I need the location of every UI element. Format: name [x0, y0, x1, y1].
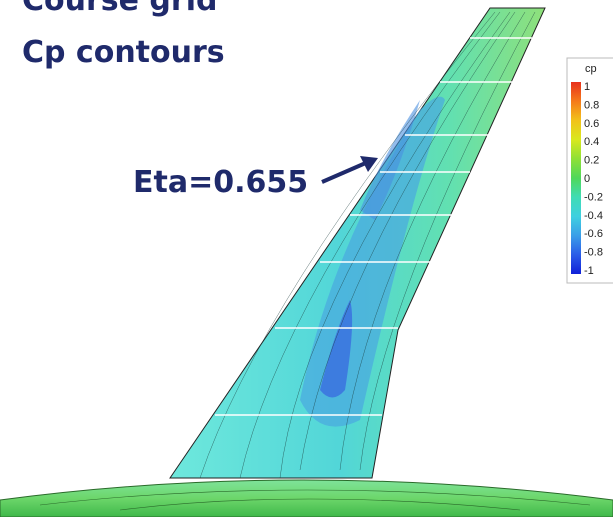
title-line: Cp contours: [22, 35, 225, 70]
legend-label: 1: [584, 81, 590, 93]
legend-label: 0.8: [584, 99, 599, 111]
legend-label: -1: [584, 265, 594, 277]
legend-label: -0.2: [584, 191, 603, 203]
legend-label: 0: [584, 173, 590, 185]
wing: [170, 8, 545, 478]
arrow: [322, 156, 378, 182]
legend-label: -0.4: [584, 210, 603, 222]
legend-title: cp: [585, 63, 597, 75]
fuselage: [0, 480, 613, 517]
color-bar: [571, 82, 581, 274]
title-line: Course grid: [22, 0, 217, 18]
legend-label: 0.2: [584, 155, 599, 167]
legend-label: -0.8: [584, 247, 603, 259]
page: Course grid Cp contours Eta=0.655 cp 1 0.…: [0, 0, 613, 517]
legend-label: 0.4: [584, 136, 599, 148]
annotation: Eta=0.655: [133, 165, 308, 200]
legend: cp 1 0.8 0.6 0.4 0.2 0 -0.2 -0.4 -0.6 -0.8 -1: [567, 58, 613, 283]
legend-label: 0.6: [584, 118, 599, 130]
legend-label: -0.6: [584, 228, 603, 240]
figure: Course grid Cp contours Eta=0.655 cp 1 0.…: [0, 0, 613, 517]
